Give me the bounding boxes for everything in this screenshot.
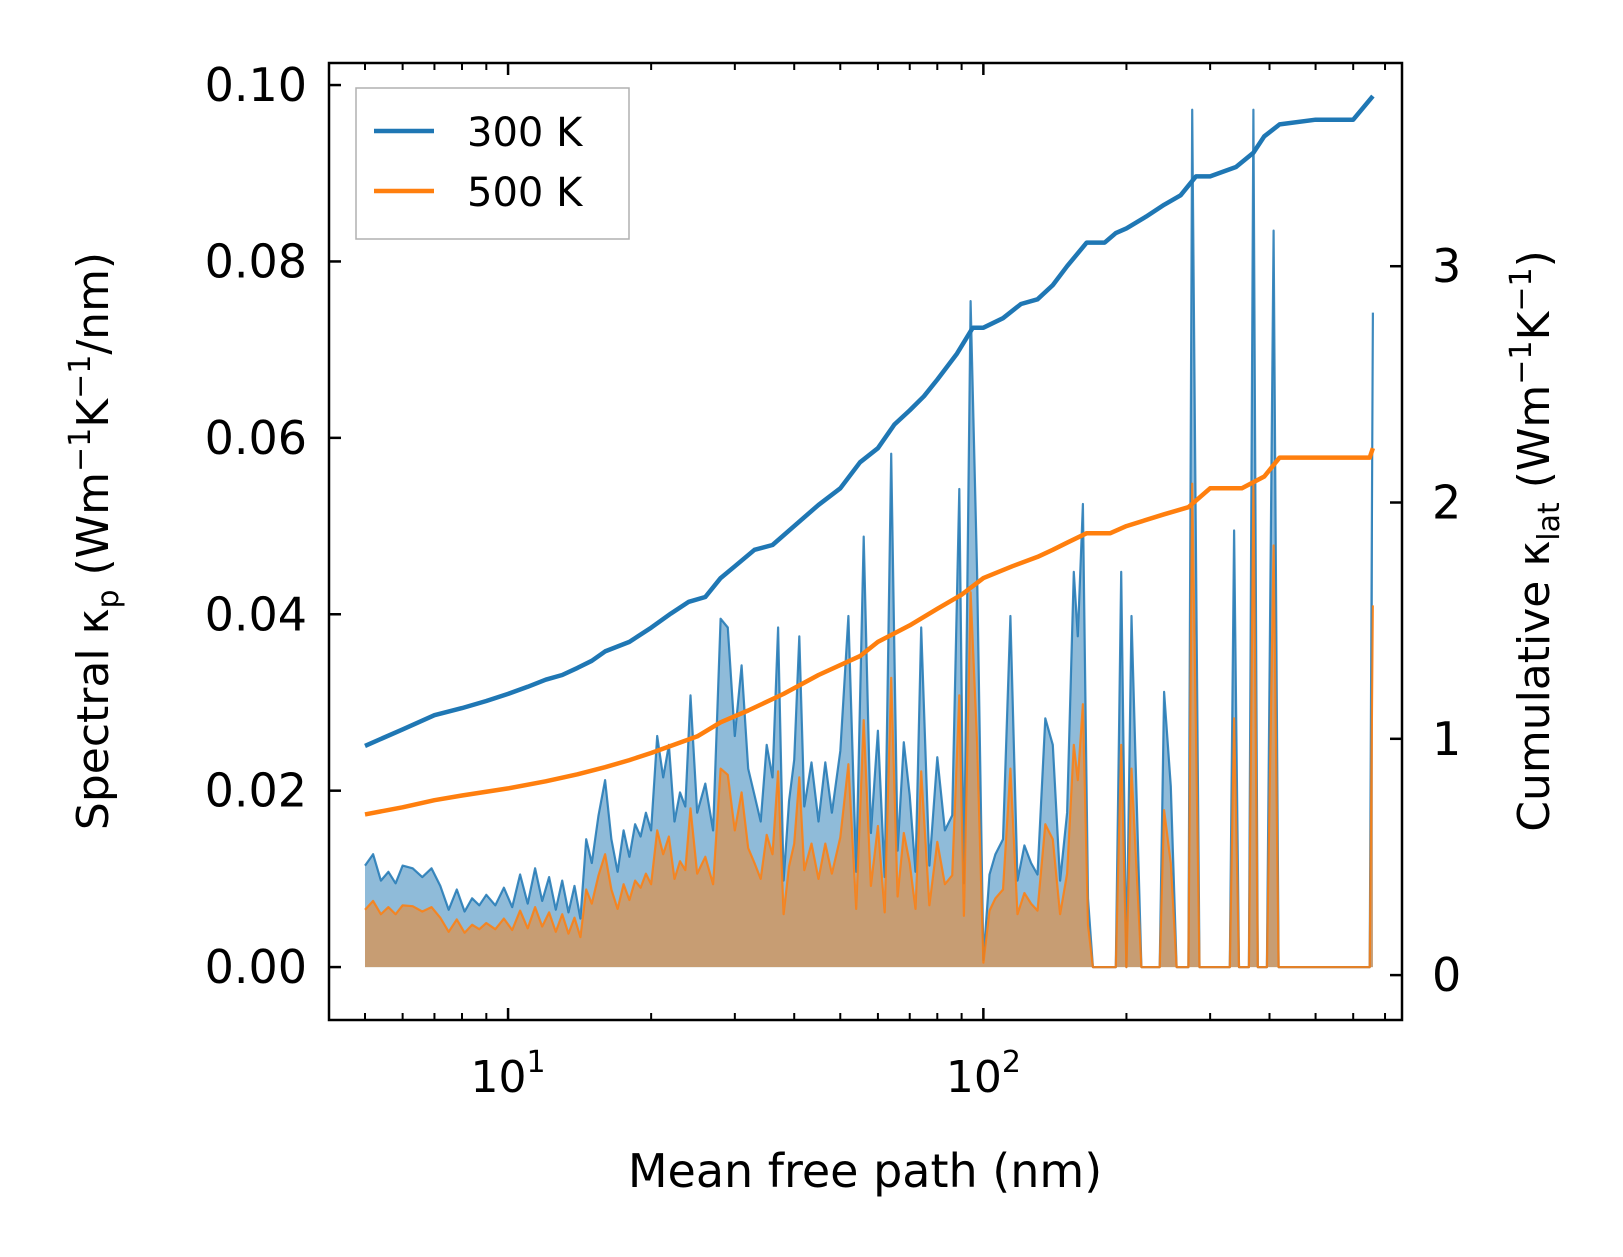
x-axis-label: Mean free path (nm) bbox=[628, 1144, 1102, 1198]
legend: 300 K 500 K bbox=[355, 87, 630, 240]
y-right-tick-label: 2 bbox=[1432, 476, 1461, 530]
x-tick-base: 10 bbox=[946, 1052, 1002, 1103]
spectral-line-300k bbox=[364, 108, 1374, 969]
x-tick-exp: 1 bbox=[527, 1045, 546, 1080]
x-tick-label-100: 102 bbox=[946, 1045, 1021, 1103]
x-tick-label-10: 101 bbox=[471, 1045, 546, 1103]
y-left-tick-label: 0.04 bbox=[205, 587, 307, 641]
y-right-axis-label: Cumulative κlat (Wm−1K−1) bbox=[1504, 250, 1567, 832]
spectral-fill-areas bbox=[364, 108, 1374, 969]
spectral-area-500k bbox=[365, 483, 1373, 968]
y-left-tick-label: 0.08 bbox=[205, 235, 307, 289]
y-right-tick-label: 0 bbox=[1432, 948, 1461, 1002]
plot-frame bbox=[327, 61, 1404, 1022]
legend-label-500k: 500 K bbox=[467, 170, 584, 216]
cumulative-lines bbox=[364, 94, 1376, 817]
y-left-tick-label: 0.02 bbox=[205, 764, 307, 818]
x-tick-base: 10 bbox=[471, 1052, 527, 1103]
y-left-tick-label: 0.00 bbox=[205, 940, 307, 994]
cumulative-line-300k bbox=[364, 94, 1375, 748]
spectral-line-500k bbox=[364, 482, 1374, 969]
x-tick-exp: 2 bbox=[1002, 1045, 1021, 1080]
legend-box bbox=[355, 87, 630, 240]
y-left-tick-label: 0.10 bbox=[205, 58, 307, 112]
y-left-tick-label: 0.06 bbox=[205, 411, 307, 465]
y-right-tick-label: 3 bbox=[1432, 239, 1461, 293]
y-right-tick-label: 1 bbox=[1432, 712, 1461, 766]
y-left-axis-label: Spectral κp (Wm−1K−1/nm) bbox=[63, 252, 126, 830]
cumulative-line-500k bbox=[364, 447, 1376, 817]
legend-label-300k: 300 K bbox=[467, 110, 584, 156]
